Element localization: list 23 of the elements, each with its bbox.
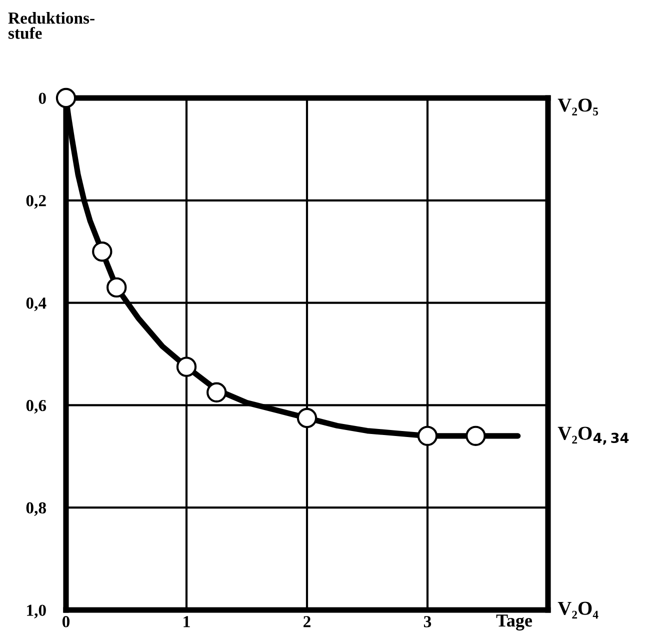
point xyxy=(296,408,318,428)
x-tick-label: 1 xyxy=(184,616,190,628)
text: V₂O₅ xyxy=(558,98,598,116)
point xyxy=(466,426,486,446)
point xyxy=(176,356,197,377)
y-tick-label: 0 xyxy=(38,92,46,104)
point xyxy=(206,382,227,402)
x-tick-label: 0 xyxy=(62,616,70,628)
point xyxy=(56,88,76,108)
point xyxy=(106,277,127,298)
y-tick-label: 0,2 xyxy=(26,195,46,209)
y-tick-label: 0,4 xyxy=(26,298,46,312)
point xyxy=(92,242,112,262)
text: V₂O$_{4,34}$ xyxy=(558,426,629,445)
y-tick-label: 1,0 xyxy=(27,604,46,618)
point xyxy=(417,426,438,446)
x-tick-label: 2 xyxy=(304,616,310,628)
y-tick-label: 0,8 xyxy=(26,502,46,516)
y-axis-title: Reduktions- stufe xyxy=(8,12,94,39)
text: V₂O₄ xyxy=(558,602,598,619)
x-axis-title: Tage xyxy=(496,614,532,630)
y-tick-label: 0,6 xyxy=(26,400,46,414)
x-tick-label: 3 xyxy=(424,616,432,628)
